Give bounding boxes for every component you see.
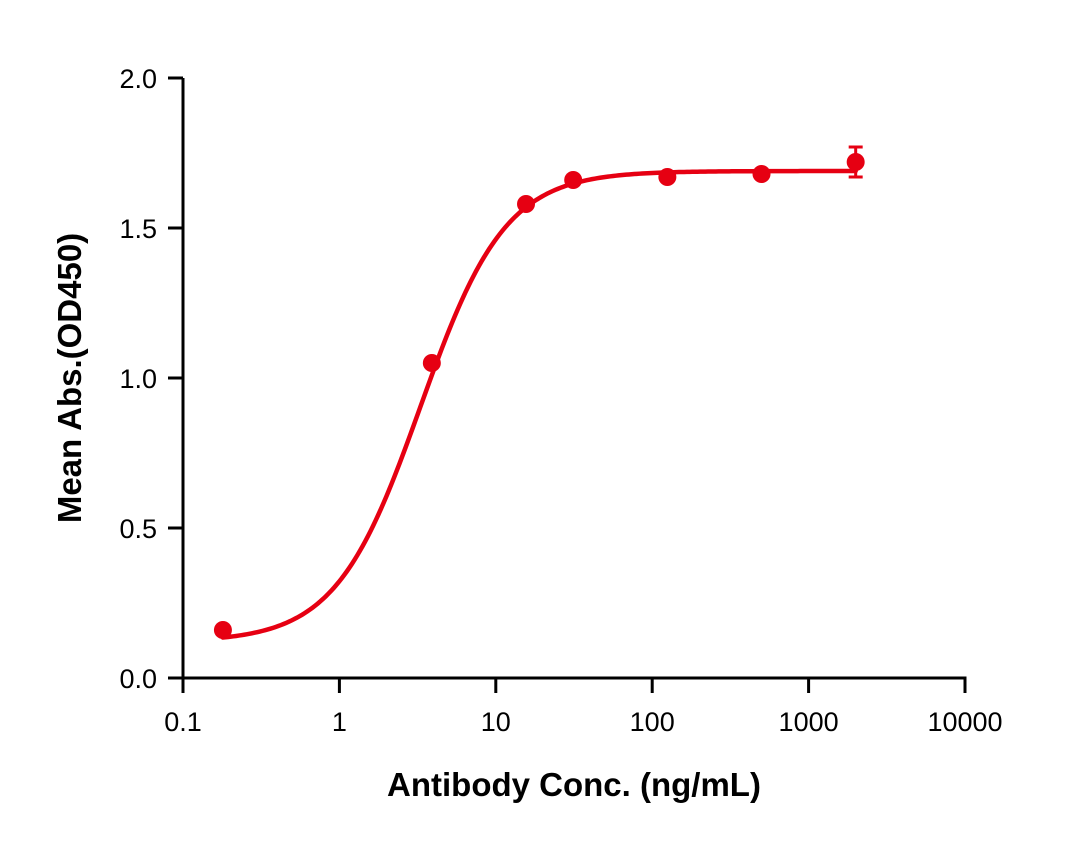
y-tick-label: 0.0 [119,664,157,694]
x-tick-label: 0.1 [164,707,202,737]
axes: 0.0 0.5 1.0 1.5 2.0 0.1 1 10 100 1000 10000 [119,64,1002,737]
y-tick-label: 2.0 [119,64,157,94]
x-tick-label: 100 [630,707,675,737]
fit-curve-path [220,168,858,640]
x-tick-label: 1000 [779,707,839,737]
data-points [213,145,865,639]
data-point [752,165,771,183]
fit-curve [220,168,858,640]
x-tick-label: 10 [481,707,511,737]
data-point [658,168,677,186]
x-tick-label: 10000 [927,707,1002,737]
y-tick-label: 1.5 [119,214,157,244]
data-point [517,195,536,213]
data-point [564,171,583,189]
data-point [846,153,865,171]
x-axis-title: Antibody Conc. (ng/mL) [387,766,761,803]
data-point [213,621,232,639]
y-tick-label: 1.0 [119,364,157,394]
x-tick-label: 1 [332,707,347,737]
y-tick-label: 0.5 [119,514,157,544]
y-axis-title: Mean Abs.(OD450) [51,233,88,523]
data-point [422,354,441,372]
